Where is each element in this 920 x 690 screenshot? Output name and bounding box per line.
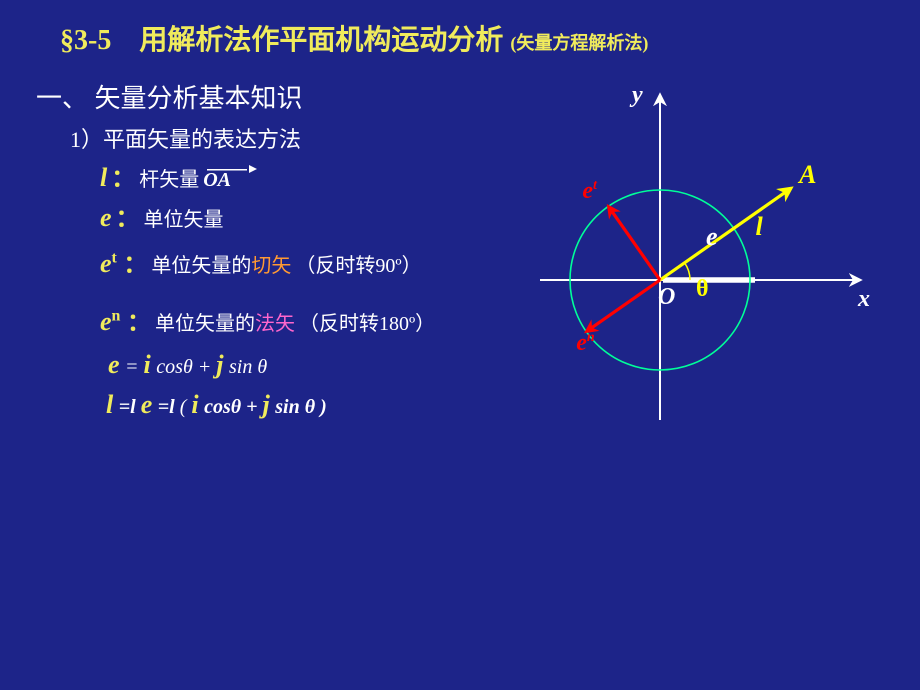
definition-l: l ： 杆矢量 OA: [100, 158, 231, 193]
label-point-a: A: [799, 160, 816, 190]
text-en-highlight: 法矢: [255, 313, 295, 335]
text-en-post: （反时转180º）: [299, 313, 435, 335]
symbol-et-sup: t: [112, 249, 117, 266]
text-et-pre: 单位矢量的: [151, 255, 251, 277]
label-vector-et: et: [582, 178, 597, 205]
vector-arrow-icon: [249, 165, 257, 173]
vector-diagram: y x A l e O θ et en: [490, 80, 890, 440]
eq2-sin: sin θ ): [275, 396, 327, 418]
text-et-highlight: 切矢: [251, 255, 291, 277]
vector-oa: OA: [203, 169, 231, 192]
equation-l: l =l e =l ( i cosθ + j sin θ ): [106, 390, 327, 420]
label-y-axis: y: [632, 82, 643, 109]
symbol-l: l: [100, 163, 107, 192]
eq2-open: (: [180, 396, 192, 418]
eq1-equals: =: [125, 356, 144, 378]
slide-title: §3-5 用解析法作平面机构运动分析 (矢量方程解析法): [60, 18, 648, 58]
text-l: 杆矢量: [139, 169, 199, 191]
label-x-axis: x: [858, 286, 870, 313]
label-origin: O: [658, 284, 675, 311]
label-en-sup: n: [587, 330, 595, 345]
text-et-post: （反时转90º）: [295, 255, 421, 277]
eq1-e: e: [108, 350, 120, 379]
eq1-j: j: [216, 350, 223, 379]
symbol-en: en: [100, 307, 127, 336]
heading-level-2: 1）平面矢量的表达方法: [70, 122, 301, 154]
colon-l: ：: [111, 166, 135, 192]
eq2-e: e: [141, 390, 153, 419]
eq2-i: i: [191, 390, 198, 419]
symbol-et-base: e: [100, 249, 112, 278]
equation-e: e = i cosθ + j sin θ: [108, 350, 267, 380]
section-number: §3-5: [60, 25, 111, 56]
text-e: 单位矢量: [144, 209, 224, 231]
title-subtitle: (矢量方程解析法): [510, 33, 648, 53]
eq2-j: j: [263, 390, 270, 419]
colon-e: ：: [116, 206, 140, 232]
eq2-l: l: [106, 390, 113, 419]
eq2-eql: =l: [158, 396, 180, 418]
definition-en: en ： 单位矢量的法矢 （反时转180º）: [100, 302, 435, 337]
symbol-e: e: [100, 203, 112, 232]
symbol-et: et: [100, 249, 123, 278]
diagram-svg: [490, 80, 890, 440]
definition-e: e ： 单位矢量: [100, 198, 224, 233]
symbol-en-base: e: [100, 307, 112, 336]
vector-oa-text: OA: [203, 169, 231, 191]
label-en-base: e: [576, 330, 587, 356]
text-en-pre: 单位矢量的: [155, 313, 255, 335]
title-main: 用解析法作平面机构运动分析: [139, 25, 503, 56]
symbol-en-sup: n: [112, 307, 121, 324]
eq2-cos: cosθ +: [204, 396, 262, 418]
eq2-eqle: =l: [119, 396, 141, 418]
colon-en: ：: [127, 310, 151, 336]
heading-level-1: 一、 矢量分析基本知识: [36, 78, 303, 115]
label-vector-e: e: [706, 222, 718, 252]
eq1-sin: sin θ: [229, 356, 267, 378]
label-vector-en: en: [576, 330, 594, 357]
label-et-sup: t: [593, 178, 597, 193]
colon-et: ：: [123, 252, 147, 278]
definition-et: et ： 单位矢量的切矢 （反时转90º）: [100, 244, 422, 279]
label-theta: θ: [696, 276, 709, 303]
eq1-cos: cosθ +: [156, 356, 216, 378]
label-et-base: e: [582, 178, 593, 204]
label-vector-l: l: [756, 212, 763, 242]
eq1-i: i: [144, 350, 151, 379]
